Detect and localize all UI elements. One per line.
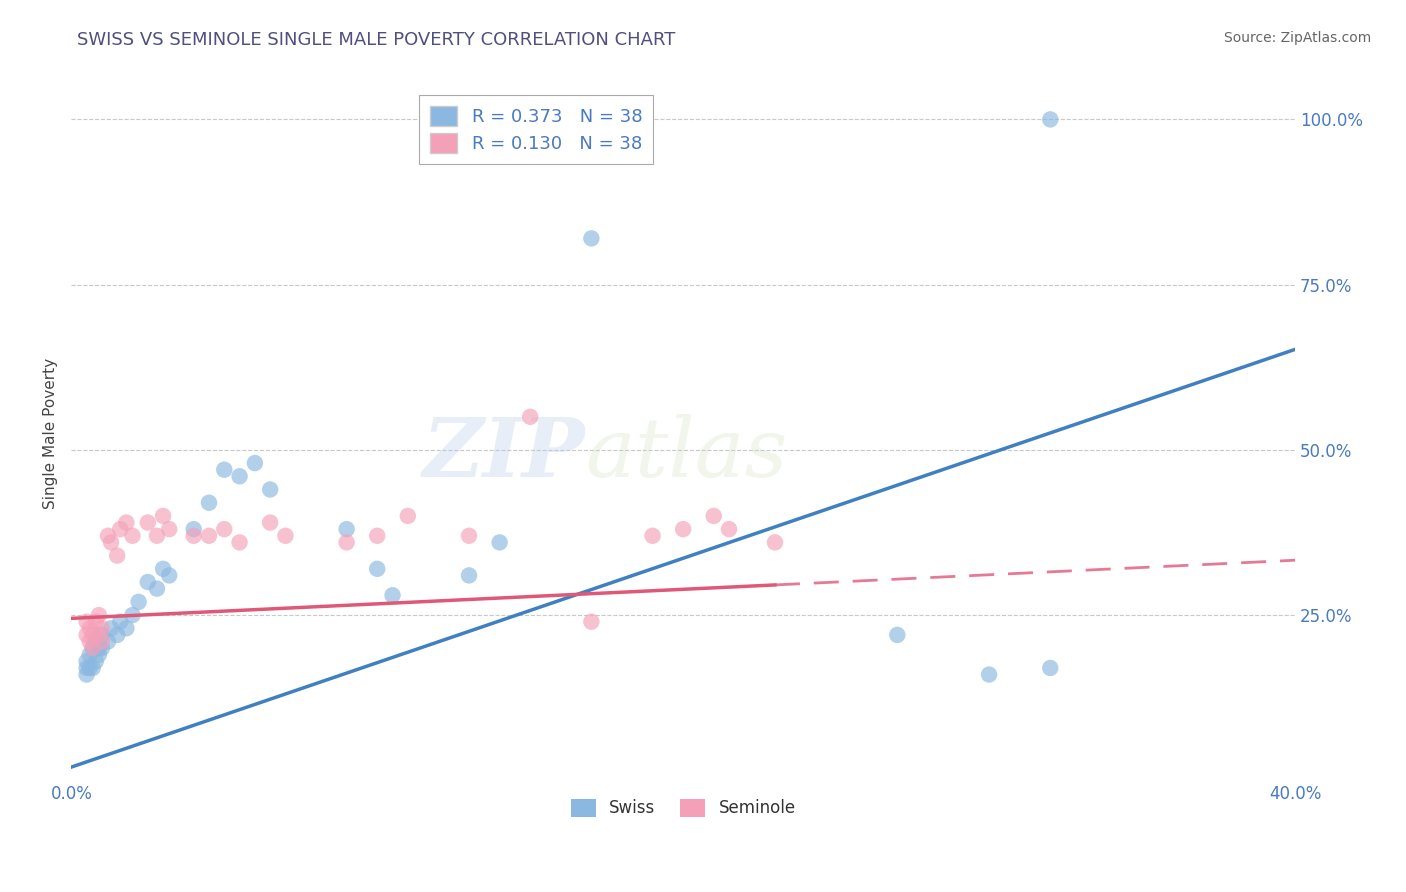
Point xyxy=(97,529,120,543)
Point xyxy=(76,615,98,629)
Point xyxy=(121,529,143,543)
Point xyxy=(366,529,388,543)
Point xyxy=(519,409,541,424)
Point xyxy=(115,621,138,635)
Point xyxy=(82,641,104,656)
Point xyxy=(641,529,664,543)
Text: Source: ZipAtlas.com: Source: ZipAtlas.com xyxy=(1223,31,1371,45)
Point xyxy=(718,522,741,536)
Point xyxy=(110,615,132,629)
Point xyxy=(214,522,236,536)
Point xyxy=(228,535,250,549)
Point xyxy=(259,483,281,497)
Point xyxy=(458,529,481,543)
Point xyxy=(259,516,281,530)
Point xyxy=(214,463,236,477)
Point xyxy=(581,615,603,629)
Point xyxy=(76,661,98,675)
Point xyxy=(274,529,297,543)
Point xyxy=(90,621,112,635)
Point xyxy=(82,641,104,656)
Point xyxy=(87,641,110,656)
Point xyxy=(105,628,128,642)
Point xyxy=(84,654,107,668)
Point xyxy=(90,628,112,642)
Point xyxy=(76,654,98,668)
Point xyxy=(763,535,786,549)
Point xyxy=(90,641,112,656)
Point xyxy=(458,568,481,582)
Point xyxy=(76,667,98,681)
Y-axis label: Single Male Poverty: Single Male Poverty xyxy=(44,358,58,509)
Point xyxy=(1039,112,1062,127)
Point xyxy=(396,508,419,523)
Point xyxy=(105,549,128,563)
Point xyxy=(243,456,266,470)
Point xyxy=(110,522,132,536)
Point xyxy=(87,648,110,662)
Point xyxy=(157,522,180,536)
Point xyxy=(79,648,101,662)
Point xyxy=(152,562,174,576)
Text: atlas: atlas xyxy=(585,414,787,494)
Point xyxy=(488,535,510,549)
Point xyxy=(198,496,221,510)
Text: ZIP: ZIP xyxy=(423,414,585,494)
Point xyxy=(100,621,122,635)
Point xyxy=(336,522,359,536)
Point xyxy=(87,608,110,623)
Point xyxy=(90,634,112,648)
Point xyxy=(82,661,104,675)
Point xyxy=(136,516,159,530)
Point xyxy=(183,522,205,536)
Point xyxy=(84,615,107,629)
Point xyxy=(76,628,98,642)
Point xyxy=(136,575,159,590)
Point xyxy=(1039,661,1062,675)
Point xyxy=(87,628,110,642)
Legend: Swiss, Seminole: Swiss, Seminole xyxy=(564,792,803,824)
Point xyxy=(886,628,908,642)
Point xyxy=(97,634,120,648)
Point xyxy=(183,529,205,543)
Point xyxy=(146,529,169,543)
Point xyxy=(581,231,603,245)
Point xyxy=(152,508,174,523)
Point xyxy=(336,535,359,549)
Point xyxy=(100,535,122,549)
Point xyxy=(82,628,104,642)
Point xyxy=(228,469,250,483)
Point xyxy=(672,522,695,536)
Point xyxy=(121,608,143,623)
Text: SWISS VS SEMINOLE SINGLE MALE POVERTY CORRELATION CHART: SWISS VS SEMINOLE SINGLE MALE POVERTY CO… xyxy=(77,31,676,49)
Point xyxy=(157,568,180,582)
Point xyxy=(198,529,221,543)
Point xyxy=(381,588,404,602)
Point xyxy=(128,595,150,609)
Point xyxy=(366,562,388,576)
Point xyxy=(977,667,1000,681)
Point xyxy=(79,634,101,648)
Point xyxy=(84,634,107,648)
Point xyxy=(79,661,101,675)
Point xyxy=(703,508,725,523)
Point xyxy=(115,516,138,530)
Point xyxy=(79,621,101,635)
Point xyxy=(146,582,169,596)
